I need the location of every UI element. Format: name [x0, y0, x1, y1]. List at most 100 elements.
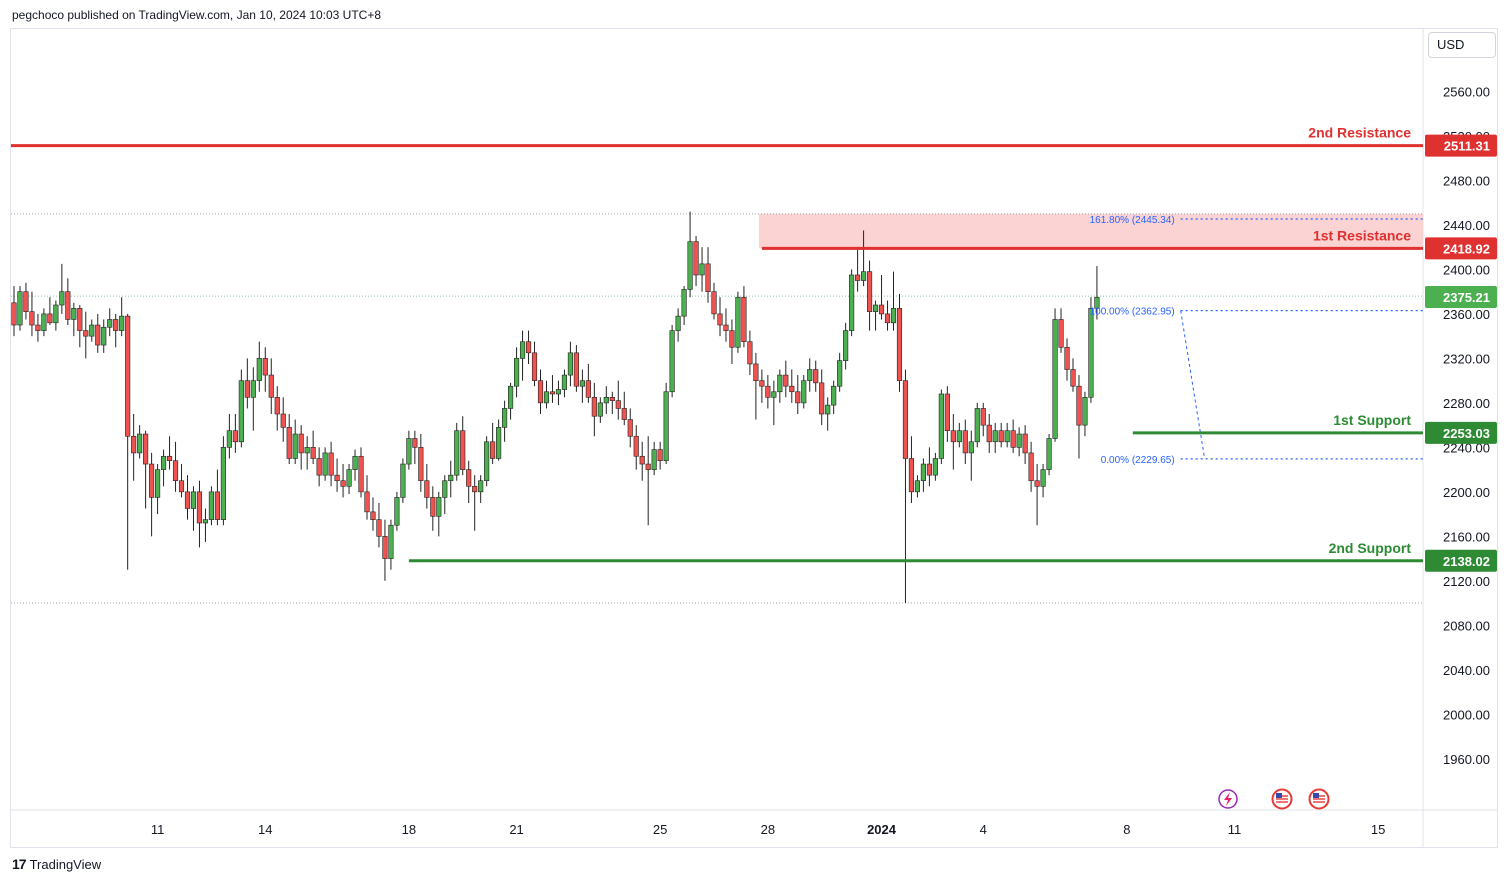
candle	[172, 441, 179, 492]
candle-body	[1082, 397, 1088, 426]
candle	[687, 211, 693, 298]
candle-body	[723, 324, 729, 331]
candle-body	[47, 313, 53, 324]
currency-selector[interactable]: USD	[1428, 32, 1496, 58]
candle	[412, 430, 418, 465]
candle-body	[1016, 433, 1022, 448]
candle	[394, 491, 400, 531]
candle	[268, 358, 274, 414]
candle	[29, 291, 35, 337]
candle-body	[513, 358, 520, 387]
candle	[657, 441, 663, 470]
candle	[519, 330, 526, 381]
candle-body	[412, 438, 418, 448]
candle-body	[370, 511, 376, 520]
candle-body	[143, 433, 149, 465]
candle	[280, 397, 286, 442]
candle-body	[35, 324, 41, 331]
candle	[837, 352, 843, 392]
candle-body	[908, 458, 915, 493]
candle-body	[663, 391, 669, 462]
candle-body	[41, 313, 47, 331]
candle-body	[65, 291, 71, 320]
candle-body	[226, 430, 232, 448]
candle-body	[1040, 469, 1046, 487]
candle-body	[968, 441, 974, 454]
candle	[603, 386, 609, 414]
candle-body	[657, 449, 663, 462]
candle	[956, 422, 962, 448]
candle-body	[843, 330, 849, 361]
candle-body	[11, 302, 17, 326]
price-tick-label: 2120.00	[1443, 574, 1490, 589]
candle-body	[890, 308, 897, 324]
candle	[591, 382, 597, 437]
candle	[238, 369, 244, 448]
candle-body	[837, 360, 843, 387]
level-price-tag-label: 2511.31	[1444, 139, 1490, 154]
us-flag-event-icon	[1271, 788, 1293, 810]
time-tick-label: 25	[653, 822, 667, 837]
candle-body	[358, 455, 364, 493]
candle	[980, 402, 986, 437]
candle	[137, 425, 143, 459]
candle-body	[376, 519, 382, 537]
candle	[992, 422, 998, 453]
candle	[484, 436, 490, 487]
candle	[771, 380, 777, 426]
candle-body	[1022, 433, 1028, 454]
candle	[932, 452, 938, 481]
candle-body	[531, 352, 538, 381]
candle-body	[178, 480, 185, 493]
candle	[579, 369, 585, 403]
lightning-icon-bolt	[1224, 792, 1232, 806]
candle	[573, 345, 579, 392]
candle-body	[807, 369, 813, 381]
candle	[460, 416, 466, 476]
candle	[974, 402, 980, 448]
candle-body	[1052, 319, 1058, 439]
fib-trend-line	[1180, 310, 1206, 459]
tradingview-footer[interactable]: 17 TradingView	[12, 856, 101, 872]
candle	[214, 469, 220, 526]
level-price-tag	[1425, 134, 1497, 157]
last-price-tag-label: 2375.21	[1443, 290, 1490, 305]
candle	[328, 441, 334, 487]
candle	[11, 286, 17, 337]
candle	[825, 397, 831, 431]
candle-body	[172, 460, 179, 482]
candle	[896, 293, 903, 392]
candle-body	[519, 341, 526, 359]
candle	[855, 247, 861, 292]
candle	[597, 397, 603, 423]
publish-info: pegchoco published on TradingView.com, J…	[12, 8, 382, 22]
candle	[208, 486, 215, 526]
candle	[442, 475, 448, 515]
candle-body	[543, 391, 550, 404]
candle-body	[502, 408, 508, 428]
candle-body	[472, 485, 478, 493]
candle	[107, 308, 113, 337]
time-tick-label: 11	[151, 822, 165, 837]
candle	[155, 464, 161, 515]
candle-body	[878, 304, 885, 315]
candle	[699, 247, 705, 292]
candle	[1082, 391, 1088, 437]
candle-body	[813, 369, 819, 384]
candle-body	[430, 497, 436, 517]
price-tick-label: 2040.00	[1443, 663, 1490, 678]
fib-level-label: 161.80% (2445.34)	[1090, 215, 1175, 226]
candle	[543, 380, 550, 409]
candle-body	[394, 497, 400, 526]
price-tick-label: 2160.00	[1443, 529, 1490, 544]
candle	[322, 447, 328, 481]
candle	[890, 271, 897, 331]
candle	[430, 486, 436, 531]
chart-frame[interactable]	[10, 28, 1498, 848]
candle-body	[537, 380, 544, 404]
level-name-label: 2nd Support	[1329, 540, 1412, 556]
candle	[639, 441, 645, 481]
candle	[609, 391, 615, 414]
candle-body	[789, 385, 795, 393]
